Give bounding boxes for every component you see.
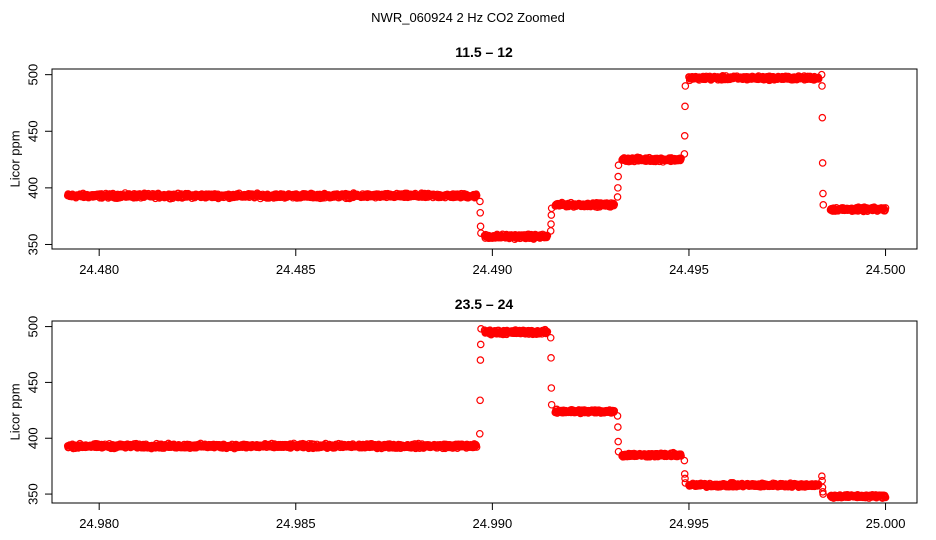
data-point bbox=[610, 200, 619, 209]
data-point bbox=[680, 150, 689, 158]
data-point bbox=[476, 197, 484, 206]
data-point bbox=[610, 407, 619, 415]
data-point bbox=[680, 131, 689, 140]
panel-top-y-axis-title: Licor ppm bbox=[7, 130, 22, 187]
x-tick-label: 24.995 bbox=[669, 516, 709, 531]
data-point bbox=[547, 400, 556, 409]
data-point bbox=[613, 193, 622, 201]
data-point bbox=[472, 443, 481, 451]
data-point bbox=[476, 208, 485, 217]
x-tick-label: 24.980 bbox=[79, 516, 119, 531]
data-point bbox=[614, 447, 623, 456]
data-point bbox=[477, 229, 485, 237]
panel-bottom-y-axis: 350 400 450 500 bbox=[25, 316, 52, 505]
data-point bbox=[681, 102, 689, 111]
panel-top: 11.5 – 12 24.480 24.485 24.490 24.495 24.500… bbox=[7, 44, 918, 277]
panel-top-frame bbox=[51, 68, 918, 250]
y-tick-label: 450 bbox=[25, 372, 40, 394]
panel-top-y-axis: 350 400 450 500 bbox=[25, 64, 52, 256]
data-point bbox=[817, 70, 826, 79]
data-point bbox=[476, 222, 485, 231]
data-point bbox=[818, 472, 826, 481]
data-point bbox=[546, 333, 555, 342]
y-tick-label: 450 bbox=[25, 120, 40, 142]
panel-top-x-axis: 24.480 24.485 24.490 24.495 24.500 bbox=[79, 249, 905, 277]
x-tick-label: 24.500 bbox=[866, 262, 906, 277]
y-tick-label: 350 bbox=[25, 483, 40, 505]
data-point bbox=[681, 474, 689, 483]
data-point bbox=[546, 227, 555, 235]
data-point bbox=[614, 172, 622, 181]
y-tick-label: 500 bbox=[25, 316, 40, 338]
data-point bbox=[681, 82, 690, 90]
data-point bbox=[819, 201, 828, 209]
panel-bottom: 23.5 – 24 24.980 24.985 24.990 24.995 25.000… bbox=[7, 296, 918, 531]
data-point bbox=[881, 204, 890, 212]
data-point bbox=[547, 354, 555, 362]
data-point bbox=[881, 493, 890, 502]
panel-bottom-x-axis: 24.980 24.985 24.990 24.995 25.000 bbox=[79, 503, 905, 531]
data-point bbox=[476, 340, 485, 349]
data-point bbox=[681, 479, 690, 487]
data-point bbox=[680, 470, 689, 478]
data-point bbox=[547, 384, 556, 392]
y-tick-label: 400 bbox=[25, 427, 40, 449]
data-point bbox=[472, 191, 481, 200]
data-point bbox=[547, 220, 555, 228]
x-tick-label: 24.480 bbox=[79, 262, 119, 277]
y-tick-label: 400 bbox=[25, 177, 40, 199]
x-tick-label: 24.490 bbox=[472, 262, 512, 277]
x-tick-label: 25.000 bbox=[866, 516, 906, 531]
data-point bbox=[819, 189, 827, 198]
panel-bottom-points bbox=[63, 325, 890, 502]
x-tick-label: 24.495 bbox=[669, 262, 709, 277]
data-point bbox=[547, 211, 556, 219]
data-point bbox=[818, 82, 826, 90]
x-tick-label: 24.985 bbox=[276, 516, 316, 531]
figure-title: NWR_060924 2 Hz CO2 Zoomed bbox=[371, 10, 565, 25]
panel-bottom-y-axis-title: Licor ppm bbox=[7, 383, 22, 440]
data-point bbox=[818, 159, 827, 167]
x-tick-label: 24.485 bbox=[276, 262, 316, 277]
y-tick-label: 500 bbox=[25, 64, 40, 86]
panel-top-points bbox=[63, 70, 890, 243]
data-point bbox=[614, 184, 622, 192]
data-point bbox=[613, 412, 622, 420]
x-tick-label: 24.990 bbox=[472, 516, 512, 531]
panel-bottom-title: 23.5 – 24 bbox=[455, 296, 514, 312]
data-point bbox=[818, 476, 826, 485]
data-point bbox=[476, 356, 485, 364]
data-point bbox=[680, 456, 689, 465]
data-point bbox=[614, 437, 622, 446]
data-point bbox=[614, 161, 623, 170]
panel-bottom-frame bbox=[51, 320, 918, 504]
data-point bbox=[475, 429, 484, 438]
panel-top-title: 11.5 – 12 bbox=[455, 44, 513, 60]
data-point bbox=[614, 423, 622, 431]
data-point bbox=[477, 325, 485, 333]
data-point bbox=[476, 396, 484, 405]
data-point bbox=[819, 490, 827, 498]
data-point bbox=[543, 327, 552, 336]
y-tick-label: 350 bbox=[25, 234, 40, 256]
data-point bbox=[547, 204, 556, 213]
data-point bbox=[818, 113, 827, 122]
